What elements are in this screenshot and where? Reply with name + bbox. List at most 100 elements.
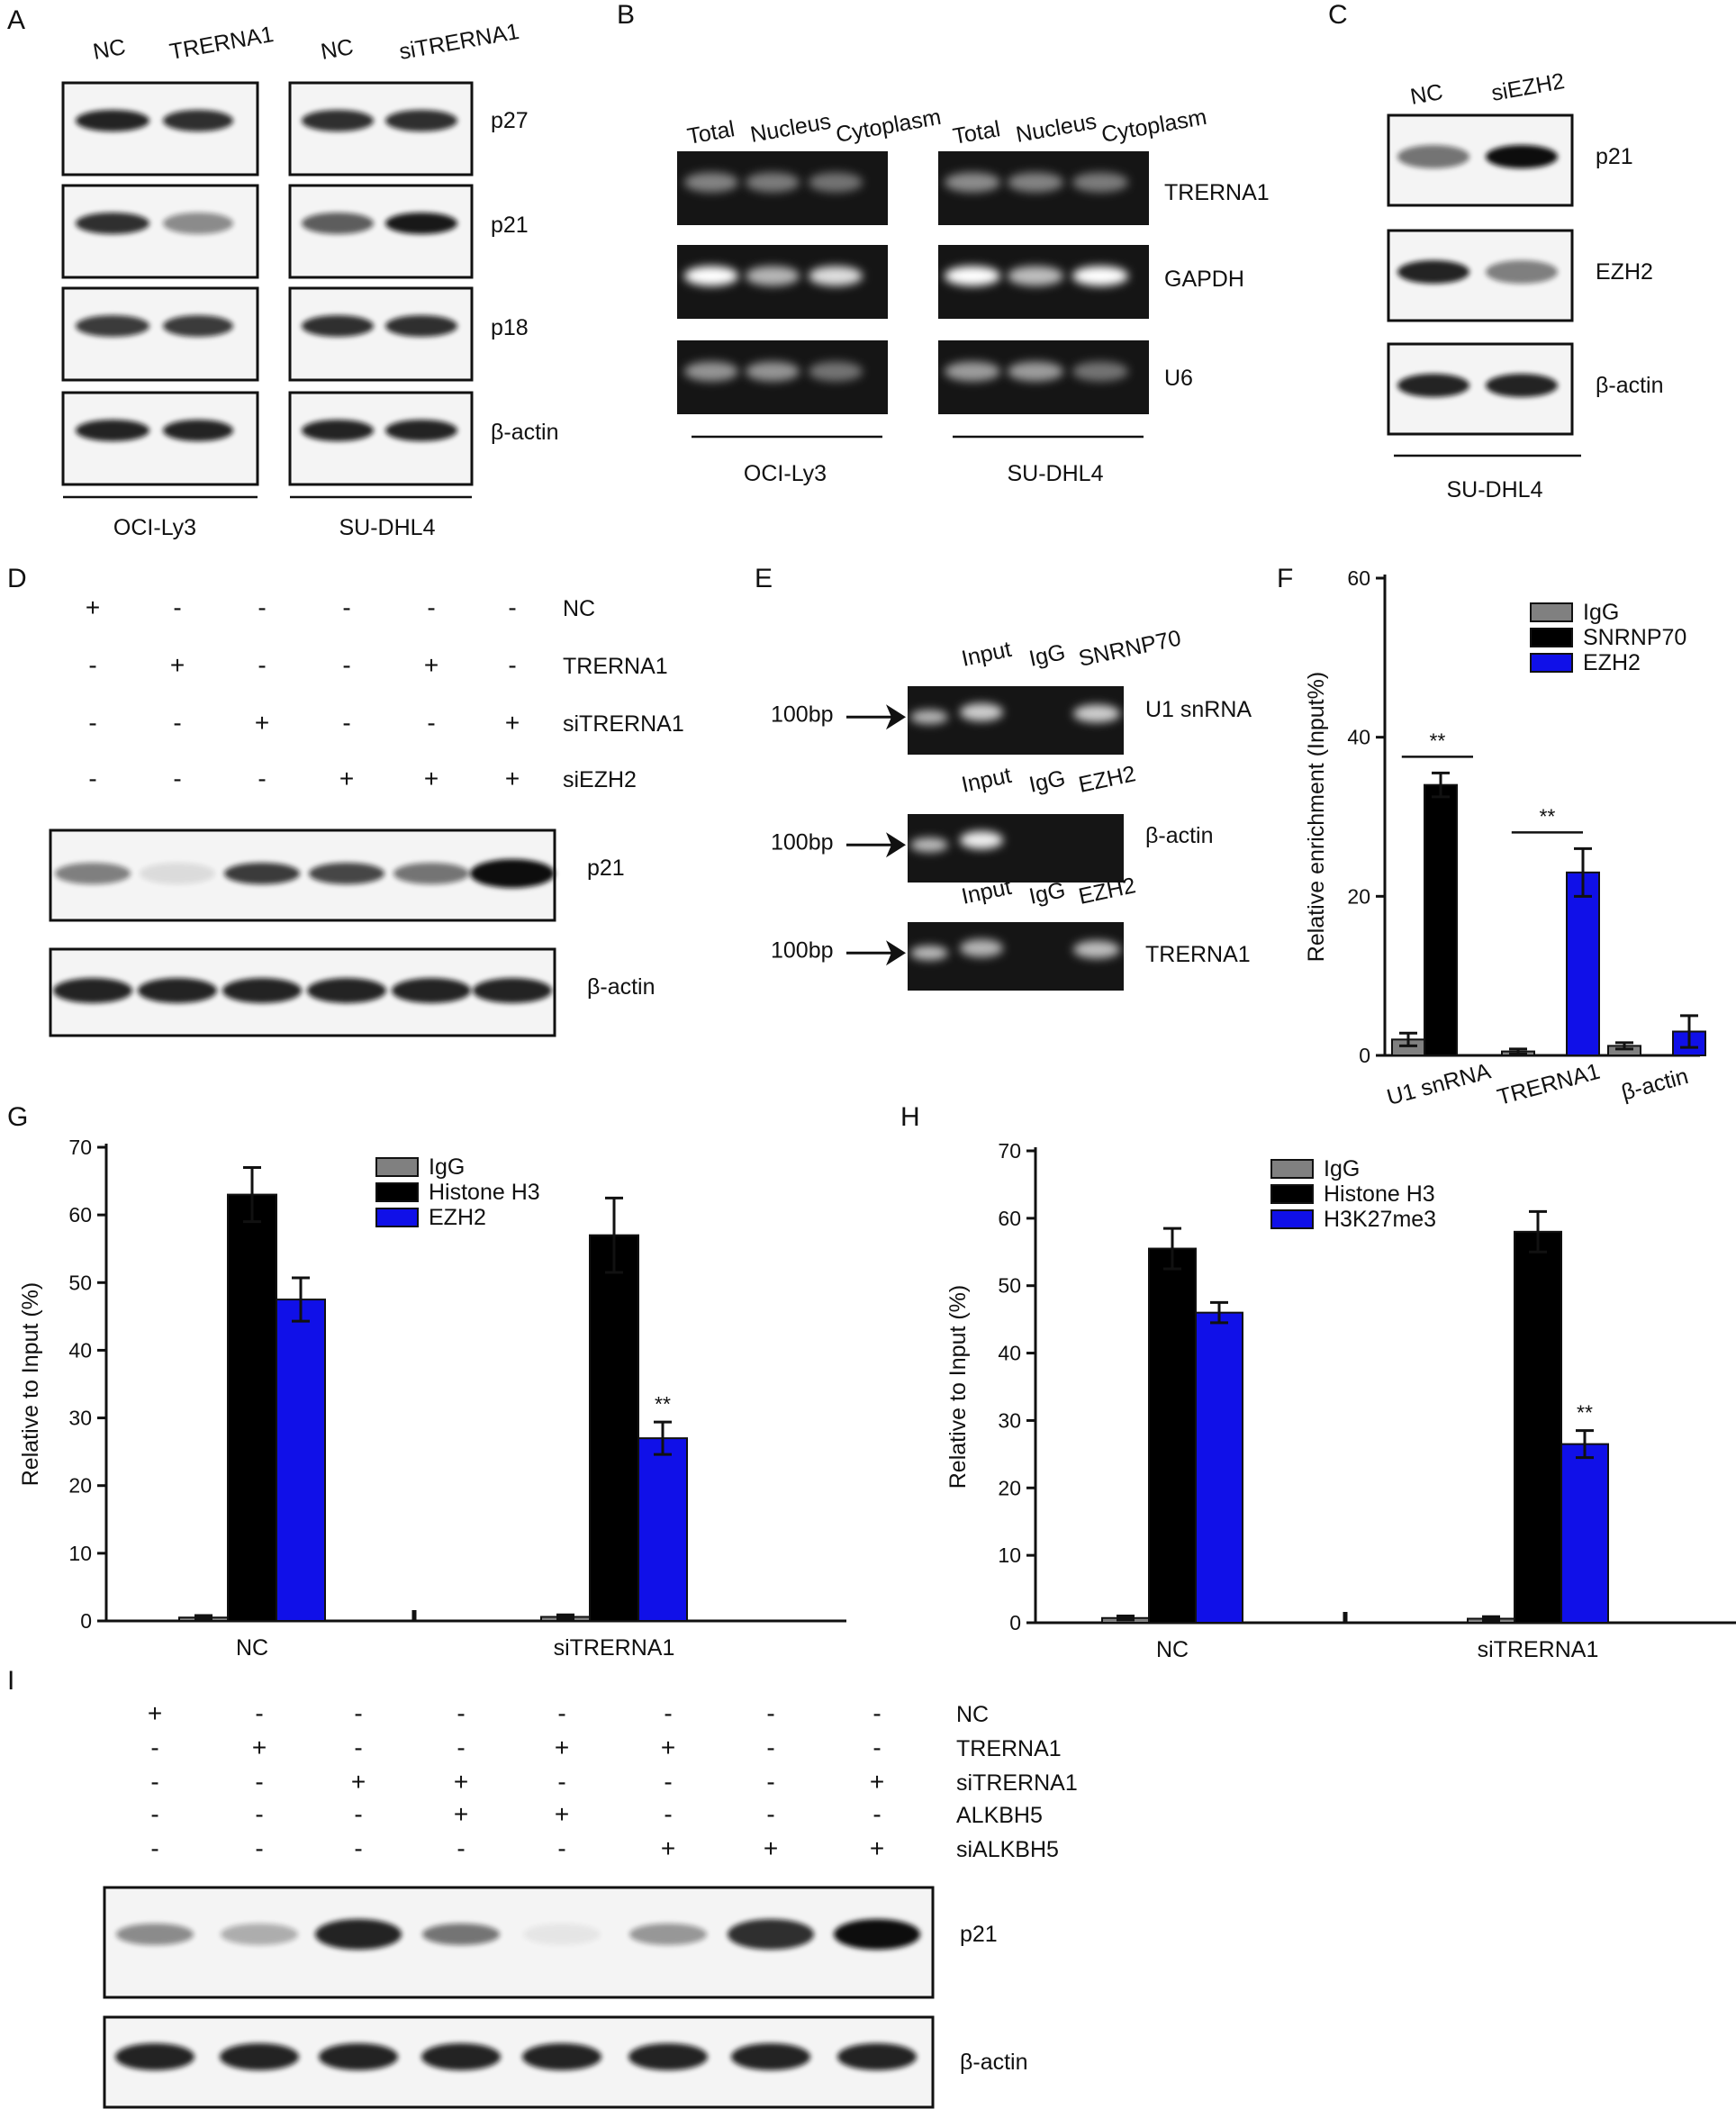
protein-band xyxy=(53,978,132,1003)
fraction-label: Total xyxy=(685,116,737,149)
protein-label-p27: p27 xyxy=(491,108,529,133)
treatment-mark: - xyxy=(342,651,350,679)
target-label: U1 snRNA xyxy=(1145,697,1252,722)
panel-c: NC siEZH2 p21 EZH2 β-actin SU-DHL4 xyxy=(1387,68,1664,502)
protein-band xyxy=(302,110,374,131)
y-tick-label: 0 xyxy=(80,1609,92,1633)
x-tick-label: NC xyxy=(236,1635,268,1661)
lane-label-siezh2: siEZH2 xyxy=(1489,68,1567,106)
fraction-label: Nucleus xyxy=(748,109,833,148)
y-tick-label: 70 xyxy=(68,1136,92,1159)
treatment-mark: - xyxy=(557,1834,565,1862)
protein-label-p18: p18 xyxy=(491,315,529,340)
y-tick-label: 0 xyxy=(1359,1044,1370,1067)
panel-letter-h: H xyxy=(900,1102,920,1132)
significance-mark: ** xyxy=(1539,804,1555,828)
x-tick-label: β-actin xyxy=(1619,1064,1691,1106)
protein-band xyxy=(385,420,457,441)
lane-label-nc: NC xyxy=(319,34,355,65)
bar-histone-h3 xyxy=(227,1193,277,1622)
protein-label-beta-actin: β-actin xyxy=(1596,373,1664,398)
chart-h: 0 10 20 30 40 50 60 70 Relative to Input (%) NC si… xyxy=(945,1139,1736,1662)
protein-band xyxy=(1486,145,1558,168)
lane-label-nc: NC xyxy=(91,34,127,65)
lane-label-trerna1: TRERNA1 xyxy=(167,22,276,65)
treatment-label: siTRERNA1 xyxy=(563,711,684,737)
protein-band xyxy=(222,978,302,1003)
rna-band xyxy=(1072,266,1128,286)
treatment-mark: - xyxy=(258,765,266,792)
treatment-mark: - xyxy=(508,593,516,621)
ip-lane-label: SNRNP70 xyxy=(1076,626,1183,672)
y-tick-label: 50 xyxy=(68,1271,92,1294)
legend-label: Histone H3 xyxy=(1324,1181,1435,1207)
y-tick-label: 40 xyxy=(998,1342,1021,1365)
rna-band xyxy=(809,361,863,382)
rna-band xyxy=(910,710,948,725)
x-tick-label: siTRERNA1 xyxy=(1478,1637,1599,1662)
y-tick-label: 20 xyxy=(1347,884,1370,908)
treatment-label: TRERNA1 xyxy=(956,1736,1062,1761)
fraction-label: Total xyxy=(951,116,1002,149)
protein-band xyxy=(138,978,217,1003)
chart-g: 0 10 20 30 40 50 60 70 Relative to Input (%) NC si… xyxy=(18,1136,846,1661)
fraction-label: Nucleus xyxy=(1014,109,1099,148)
protein-band xyxy=(76,420,149,441)
protein-band xyxy=(629,1923,707,1945)
size-marker-label: 100bp xyxy=(771,830,834,855)
treatment-mark: - xyxy=(664,1768,672,1796)
panel-letter-g: G xyxy=(7,1102,28,1132)
rna-band xyxy=(684,172,738,193)
rna-band xyxy=(960,830,1003,849)
protein-band xyxy=(115,2043,194,2070)
legend-label: EZH2 xyxy=(429,1205,486,1230)
bar-histone-h3 xyxy=(1514,1230,1562,1625)
arrow-head xyxy=(886,704,906,730)
y-tick-label: 60 xyxy=(998,1207,1021,1230)
treatment-mark: - xyxy=(88,765,96,792)
treatment-mark: + xyxy=(424,651,439,679)
protein-band xyxy=(1397,374,1469,397)
y-tick-label: 40 xyxy=(1347,726,1370,749)
y-axis-label: Relative enrichment (Input%) xyxy=(1304,672,1329,962)
protein-label-beta-actin: β-actin xyxy=(491,420,559,445)
treatment-mark: - xyxy=(664,1699,672,1727)
treatment-mark: - xyxy=(354,1834,362,1862)
protein-band xyxy=(422,1923,500,1945)
protein-band xyxy=(834,1919,920,1950)
arrow-head xyxy=(886,832,906,858)
x-tick-label: NC xyxy=(1156,1637,1189,1662)
treatment-mark: - xyxy=(873,1699,881,1727)
legend-swatch xyxy=(375,1157,419,1177)
target-label: TRERNA1 xyxy=(1145,942,1251,967)
cell-line-label: SU-DHL4 xyxy=(339,515,436,540)
panel-letter-e: E xyxy=(755,564,773,593)
rna-band xyxy=(945,172,1000,193)
rna-band xyxy=(960,702,1003,721)
y-tick-label: 60 xyxy=(68,1203,92,1226)
rna-band xyxy=(1008,266,1063,286)
legend-swatch xyxy=(1270,1209,1314,1229)
bar-histone-h3 xyxy=(1148,1247,1197,1624)
panel-a: NC TRERNA1 NC siTRERNA1 p27 p21 p18 β-ac… xyxy=(61,19,559,540)
y-tick-label: 50 xyxy=(998,1274,1021,1298)
protein-band xyxy=(523,1923,601,1945)
protein-label-p21: p21 xyxy=(960,1922,998,1947)
protein-band xyxy=(76,315,149,337)
treatment-mark: - xyxy=(354,1800,362,1828)
treatment-mark: + xyxy=(424,765,439,792)
protein-band xyxy=(319,2043,398,2070)
treatment-mark: + xyxy=(764,1834,778,1862)
panel-letter-d: D xyxy=(7,564,27,593)
treatment-mark: - xyxy=(88,709,96,737)
legend-swatch xyxy=(375,1208,419,1227)
panel-b: Total Nucleus Cytoplasm Total Nucleus Cy… xyxy=(677,104,1270,486)
fraction-label: Cytoplasm xyxy=(1099,104,1208,148)
treatment-mark: - xyxy=(457,1733,465,1761)
legend-swatch xyxy=(375,1182,419,1202)
protein-band xyxy=(473,978,552,1003)
y-tick-label: 20 xyxy=(68,1474,92,1498)
rna-band xyxy=(910,946,948,961)
treatment-mark: + xyxy=(661,1733,675,1761)
arrow-head xyxy=(886,940,906,966)
